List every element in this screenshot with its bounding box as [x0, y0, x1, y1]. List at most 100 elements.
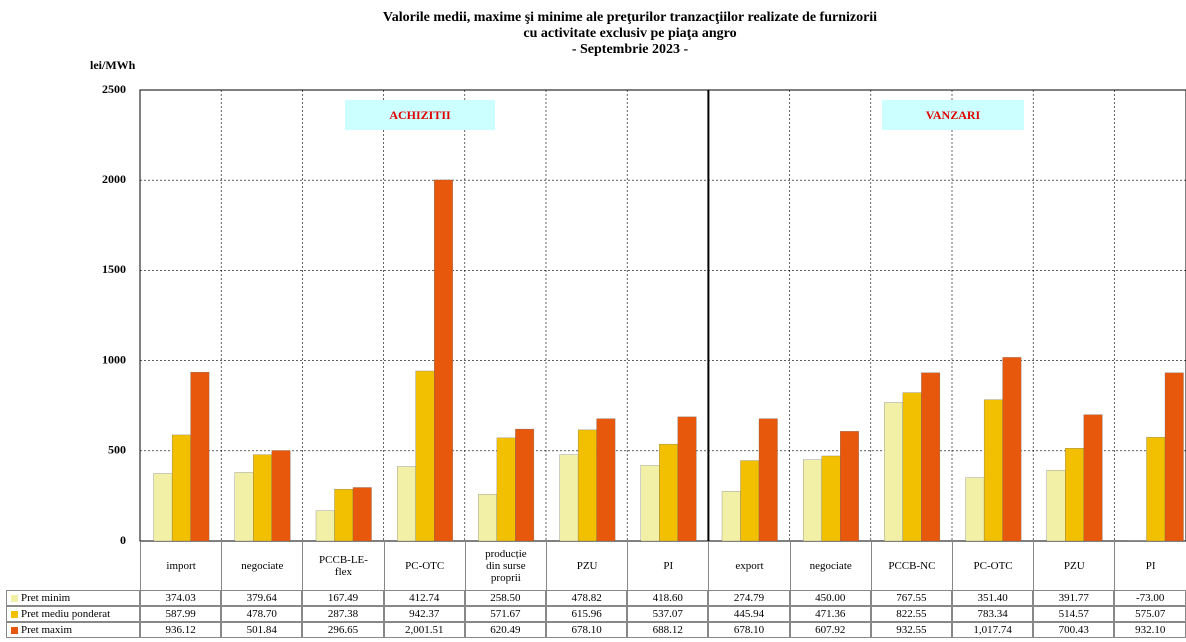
table-cell: 471.36 — [789, 606, 871, 622]
legend-label: Pret maxim — [21, 624, 73, 636]
bar — [253, 454, 272, 541]
legend-entry: Pret minim — [6, 590, 140, 606]
table-cell: 450.00 — [789, 590, 871, 606]
table-cell: 587.99 — [140, 606, 222, 622]
x-tick-label: import — [140, 541, 221, 590]
x-tick-label: PC-OTC — [383, 541, 465, 590]
x-tick-label: PCCB-NC — [870, 541, 952, 590]
table-cell: 571.67 — [464, 606, 546, 622]
bar — [352, 487, 372, 541]
bar — [334, 489, 354, 541]
table-cell: 391.77 — [1033, 590, 1115, 606]
table-cell: 1,017.74 — [952, 622, 1034, 638]
x-tick-label: PZU — [546, 541, 627, 590]
bar — [884, 402, 904, 541]
x-tick-label: producție din surse proprii — [464, 541, 546, 590]
table-cell: 575.07 — [1114, 606, 1186, 622]
bar — [577, 429, 597, 541]
bars — [153, 179, 1184, 541]
x-tick-label: negociate — [789, 541, 871, 590]
table-cell: 932.10 — [1114, 622, 1186, 638]
y-axis-label: lei/MWh — [90, 58, 136, 72]
table-cell: -73.00 — [1114, 590, 1186, 606]
x-tick-label: export — [708, 541, 789, 590]
bar — [983, 399, 1003, 541]
bar — [1146, 437, 1166, 541]
legend-swatch — [11, 610, 18, 618]
legend-entry: Pret mediu ponderat — [6, 606, 140, 622]
y-tick-label: 500 — [108, 443, 126, 457]
table-cell: 167.49 — [302, 590, 384, 606]
table-cell: 822.55 — [870, 606, 952, 622]
bar — [659, 443, 678, 541]
y-tick-label: 2000 — [102, 172, 126, 186]
bar — [596, 418, 616, 541]
bar — [478, 494, 498, 541]
table-cell: 296.65 — [302, 622, 384, 638]
chart-title-block: Valorile medii, maxime şi minime ale pre… — [380, 10, 880, 58]
bar — [758, 418, 778, 541]
y-tick-label: 2500 — [102, 82, 126, 96]
table-cell: 2,001.51 — [383, 622, 465, 638]
table-cell: 936.12 — [140, 622, 222, 638]
x-tick-label: negociate — [221, 541, 302, 590]
table-cell: 258.50 — [464, 590, 546, 606]
legend-swatch — [11, 594, 18, 602]
bar — [640, 465, 660, 541]
legend-label: Pret mediu ponderat — [21, 608, 111, 620]
bar — [840, 431, 859, 541]
table-cell: 688.12 — [627, 622, 709, 638]
bar — [821, 455, 841, 541]
table-cell: 678.10 — [708, 622, 790, 638]
legend-entry: Pret maxim — [6, 622, 140, 638]
table-cell: 501.84 — [221, 622, 303, 638]
table-cell: 374.03 — [140, 590, 222, 606]
bar — [902, 392, 922, 541]
bar — [234, 472, 254, 541]
bar — [397, 466, 416, 541]
bar — [559, 454, 579, 541]
chart-title: Valorile medii, maxime şi minime ale pre… — [382, 10, 878, 41]
legend-swatch — [11, 626, 18, 634]
table-cell: 514.57 — [1033, 606, 1115, 622]
bar — [1164, 372, 1184, 541]
bar — [1083, 414, 1103, 541]
bar — [271, 450, 291, 541]
table-cell: 478.70 — [221, 606, 303, 622]
y-tick-label: 1500 — [102, 262, 126, 276]
table-cell: 678.10 — [546, 622, 628, 638]
table-cell: 783.34 — [952, 606, 1034, 622]
bar — [434, 179, 453, 541]
bar — [1002, 357, 1022, 541]
bar — [721, 491, 741, 541]
table-cell: 767.55 — [870, 590, 952, 606]
bar — [190, 371, 210, 541]
bar — [1065, 448, 1084, 541]
table-cell: 537.07 — [627, 606, 709, 622]
annotation: VANZARI — [926, 108, 981, 122]
x-tick-label: PCCB-LE-flex — [302, 541, 383, 590]
legend-label: Pret minim — [21, 592, 71, 604]
annotation-box — [345, 100, 495, 130]
bar — [171, 434, 191, 541]
chart-subtitle: - Septembrie 2023 - — [571, 42, 689, 57]
table-cell: 478.82 — [546, 590, 628, 606]
table-cell: 412.74 — [383, 590, 465, 606]
table-cell: 615.96 — [546, 606, 628, 622]
table-cell: 620.49 — [464, 622, 546, 638]
x-tick-label: PI — [627, 541, 708, 590]
annotation-box — [882, 100, 1024, 130]
bar — [677, 416, 697, 541]
bar — [153, 473, 173, 541]
table-cell: 351.40 — [952, 590, 1034, 606]
bar — [740, 460, 760, 541]
y-tick-label: 1000 — [102, 352, 126, 366]
table-cell: 607.92 — [789, 622, 871, 638]
annotation: ACHIZITII — [389, 108, 451, 122]
y-tick-label: 0 — [120, 533, 126, 547]
x-tick-label: PZU — [1033, 541, 1114, 590]
table-cell: 274.79 — [708, 590, 790, 606]
bar — [803, 459, 822, 541]
